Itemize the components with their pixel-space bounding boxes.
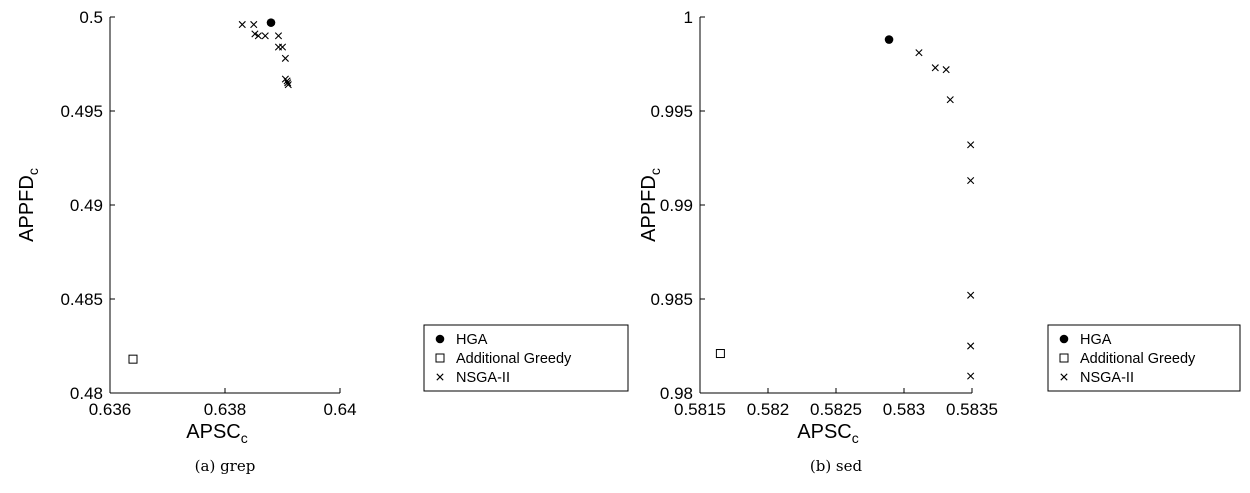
data-point-x [931,64,939,72]
data-point-open-square [128,354,138,364]
data-point-x [967,176,975,185]
series-additional-greedy [128,354,138,364]
y-tick-label: 0.485 [60,290,103,309]
data-point-x [967,372,975,380]
data-point-filled-circle [266,18,276,27]
x-tick-label: 0.5835 [946,400,998,419]
x-axis-label-subscript: c [241,430,248,446]
data-point-x [254,32,262,40]
data-point-x [967,342,975,350]
x-axis-label-main: APSC [797,421,851,443]
series-hga [884,35,894,44]
legend-marker [435,353,445,363]
series-nsga-ii [238,20,292,89]
legend-marker [435,334,445,344]
y-axis-label: APPFDc [16,168,41,242]
x-tick-label: 0.64 [323,400,356,419]
y-tick-label: 0.48 [70,384,103,403]
y-axis-label: APPFDc [638,168,663,242]
data-point-x [284,79,292,87]
x-axis-label-main: APSC [186,421,240,443]
data-point-x [238,20,246,29]
y-axis-label-subscript: c [647,168,663,175]
y-tick-label: 0.99 [660,196,693,215]
y-tick-label: 0.49 [70,196,103,215]
chart-panel-grep: 0.636 0.638 0.640.480.4850.490.4950.5APSCc… [16,8,629,475]
legend-marker [1059,353,1069,363]
legend-marker [1059,334,1069,344]
legend: HGA Additional Greedy NSGA-II [423,324,629,392]
y-tick-label: 1 [684,8,693,27]
legend-box [1047,324,1241,392]
legend-entry-label: Additional Greedy [456,351,572,367]
x-tick-label: 0.5825 [810,400,862,419]
x-axis-label: APSCc [797,421,858,446]
data-point-x [915,49,923,57]
data-point-open-square [715,349,725,359]
legend-box [423,324,629,392]
x-tick-label: 0.5815 [674,400,726,419]
legend-entry-label: NSGA-II [1080,370,1134,386]
figure-caption: (a) grep [195,457,256,475]
x-tick-label: 0.583 [883,400,926,419]
y-tick-label: 0.985 [650,290,693,309]
data-point-x [251,30,259,38]
legend-entry-label: HGA [456,332,488,348]
data-point-x [261,32,269,40]
data-point-x [284,81,292,89]
data-point-x [250,20,258,29]
legend-entry-label: Additional Greedy [1080,351,1196,367]
chart-panel-sed: 0.5815 0.582 0.5825 0.583 0.5835 0.98 0.985 0.9… [638,8,1241,475]
y-axis-label-main: APPFD [16,175,38,242]
y-tick-label: 0.495 [60,102,103,121]
y-tick-label: 0.995 [650,102,693,121]
legend-marker [436,373,444,381]
x-tick-label: 0.638 [204,400,247,419]
figure-caption: (b) sed [810,457,863,475]
data-point-x [274,32,283,40]
series-hga [266,18,276,27]
series-additional-greedy [715,349,725,359]
y-axis-label-subscript: c [25,168,41,175]
legend-marker [1060,373,1068,381]
data-point-x [967,141,975,149]
data-point-x [278,43,287,51]
legend: HGA Additional Greedy NSGA-II [1047,324,1241,392]
y-tick-label: 0.5 [79,8,103,27]
y-axis-label-main: APPFD [638,175,660,242]
x-tick-label: 0.582 [747,400,790,419]
x-axis-label: APSCc [186,421,247,446]
data-point-x [281,54,289,62]
data-point-x [942,66,950,74]
x-axis-label-subscript: c [852,430,859,446]
data-point-x [967,291,975,299]
legend-entry-label: HGA [1080,332,1112,348]
x-tick-label: 0.636 [89,400,132,419]
series-nsga-ii [915,49,975,380]
data-point-filled-circle [884,35,894,44]
y-tick-label: 0.98 [660,384,693,403]
data-point-x [946,96,954,104]
legend-entry-label: NSGA-II [456,370,510,386]
